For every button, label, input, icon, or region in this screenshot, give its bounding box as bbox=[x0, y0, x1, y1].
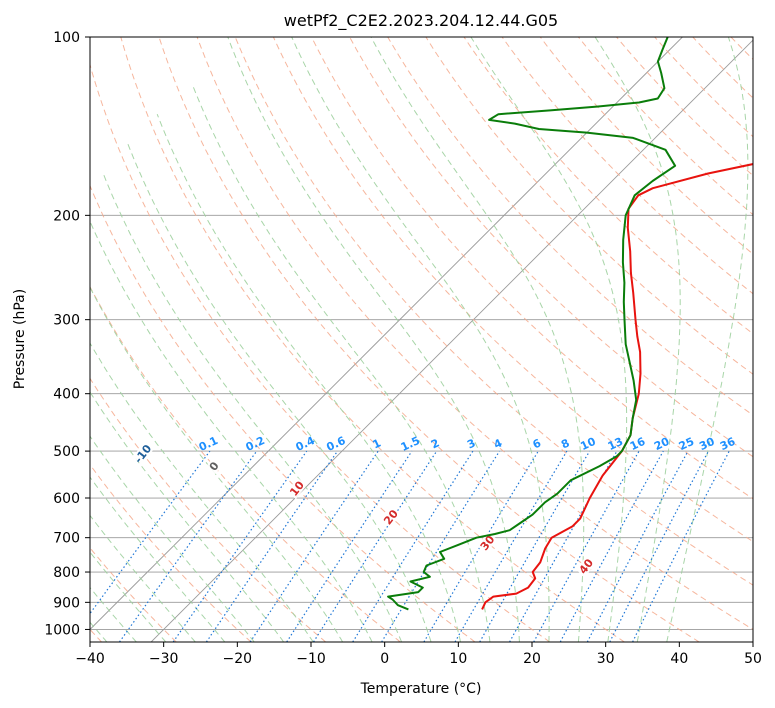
y-tick-label: 500 bbox=[53, 444, 80, 460]
adiabat-label-backing bbox=[575, 555, 597, 577]
mixing-ratio-line bbox=[205, 450, 338, 642]
temperature-line bbox=[481, 163, 753, 610]
mixing-ratio-line bbox=[119, 450, 258, 642]
y-tick-label: 1000 bbox=[44, 622, 80, 638]
x-tick-label: 50 bbox=[744, 651, 762, 667]
moist-adiabat-line bbox=[470, 37, 628, 642]
mixing-ratio-line bbox=[352, 450, 474, 642]
moist-adiabat-line bbox=[90, 435, 255, 642]
dry-adiabat-line bbox=[463, 37, 753, 335]
moist-adiabat-line bbox=[90, 476, 226, 642]
moist-adiabat-line bbox=[291, 37, 550, 642]
dewpoint-line bbox=[387, 37, 677, 611]
profiles bbox=[387, 37, 753, 611]
x-tick-label: −40 bbox=[75, 651, 105, 667]
isotherm-line bbox=[90, 37, 683, 631]
dry-adiabat-line bbox=[272, 37, 753, 543]
moist-adiabat-line bbox=[594, 37, 681, 642]
x-tick-label: 30 bbox=[597, 651, 615, 667]
moist-adiabat-line bbox=[156, 114, 461, 642]
moist-adiabat-line bbox=[191, 83, 491, 642]
y-axis-title: Pressure (hPa) bbox=[12, 289, 28, 389]
mixing-ratio-label: 25 bbox=[677, 435, 696, 453]
dry-adiabat-line bbox=[90, 62, 551, 642]
dry-adiabat-line bbox=[234, 37, 753, 586]
moist-adiabat-line bbox=[90, 220, 373, 642]
moist-adiabat-line bbox=[90, 586, 137, 642]
mixing-ratio-line bbox=[533, 450, 640, 642]
x-tick-label: 0 bbox=[380, 651, 389, 667]
y-tick-label: 300 bbox=[53, 313, 80, 329]
mixing-ratio-line bbox=[312, 450, 438, 642]
plot-frame bbox=[89, 36, 754, 643]
background-lines bbox=[90, 37, 775, 642]
mixing-ratio-label: 36 bbox=[718, 435, 738, 453]
adiabat-label-backing bbox=[286, 477, 307, 500]
y-tick-label: 400 bbox=[53, 387, 80, 403]
moist-adiabat-line bbox=[90, 342, 314, 642]
mixing-ratio-line bbox=[632, 450, 730, 642]
mixing-ratio-line bbox=[172, 450, 308, 642]
adiabat-label-backing bbox=[52, 413, 73, 435]
y-tick-label: 100 bbox=[53, 30, 80, 46]
dry-adiabat-line bbox=[90, 463, 252, 642]
moist-adiabat-line bbox=[227, 37, 520, 642]
mixing-ratio-label: 20 bbox=[652, 435, 672, 453]
mixing-ratio-label: 13 bbox=[606, 435, 625, 453]
adiabat-label-backing bbox=[476, 532, 498, 554]
mixing-ratio-line bbox=[559, 450, 664, 642]
x-tick-label: 40 bbox=[670, 651, 688, 667]
mixing-ratio-line bbox=[90, 450, 211, 615]
y-tick-label: 200 bbox=[53, 208, 80, 224]
moist-adiabat-line bbox=[370, 37, 585, 642]
dry-adiabat-line bbox=[120, 37, 625, 642]
x-axis-title: Temperature (°C) bbox=[360, 681, 482, 697]
dry-adiabat-line bbox=[769, 37, 775, 642]
y-tick-label: 900 bbox=[53, 595, 80, 611]
mixing-ratio-line bbox=[286, 450, 413, 642]
adiabat-label-backing bbox=[380, 506, 401, 528]
dry-adiabat-line bbox=[90, 377, 327, 642]
moist-adiabat-line bbox=[102, 173, 403, 642]
dry-adiabat-line bbox=[196, 37, 753, 630]
x-tick-label: 10 bbox=[449, 651, 467, 667]
y-tick-label: 700 bbox=[53, 531, 80, 547]
moist-adiabat-line bbox=[126, 141, 432, 642]
dry-adiabat-line bbox=[311, 37, 753, 500]
y-axis: 100 200 300 400 500 600 700 800 900 1000 bbox=[44, 30, 90, 638]
dry-adiabat-line bbox=[501, 37, 753, 295]
y-tick-label: 600 bbox=[53, 491, 80, 507]
mixing-ratio-line bbox=[249, 450, 379, 642]
moist-adiabat-line bbox=[90, 286, 344, 642]
y-tick-label: 800 bbox=[53, 565, 80, 581]
mixing-ratio-label: 16 bbox=[628, 435, 648, 453]
moist-adiabat-line bbox=[90, 514, 196, 642]
dry-adiabat-line bbox=[158, 37, 700, 642]
chart-title: wetPf2_C2E2.2023.204.12.44.G05 bbox=[284, 11, 558, 31]
moist-adiabat-line bbox=[90, 551, 167, 642]
mixing-ratio-label: 30 bbox=[697, 435, 717, 453]
moist-adiabat-line bbox=[90, 391, 285, 642]
x-tick-label: −20 bbox=[223, 651, 253, 667]
adiabat-label-backing bbox=[132, 442, 153, 465]
mixing-ratio-label: 10 bbox=[578, 435, 598, 453]
mixing-ratio-line bbox=[381, 450, 501, 642]
adiabat-label: -20 bbox=[51, 412, 74, 436]
x-tick-label: −10 bbox=[296, 651, 326, 667]
x-tick-label: 20 bbox=[523, 651, 541, 667]
plot-area bbox=[90, 37, 753, 642]
adiabat-label-backing bbox=[203, 455, 225, 477]
isotherm-line bbox=[150, 39, 753, 642]
x-tick-label: −30 bbox=[149, 651, 179, 667]
x-axis: −40 −30 −20 −10 0 10 20 30 40 50 bbox=[75, 642, 762, 667]
moist-adiabat-line bbox=[666, 37, 749, 642]
